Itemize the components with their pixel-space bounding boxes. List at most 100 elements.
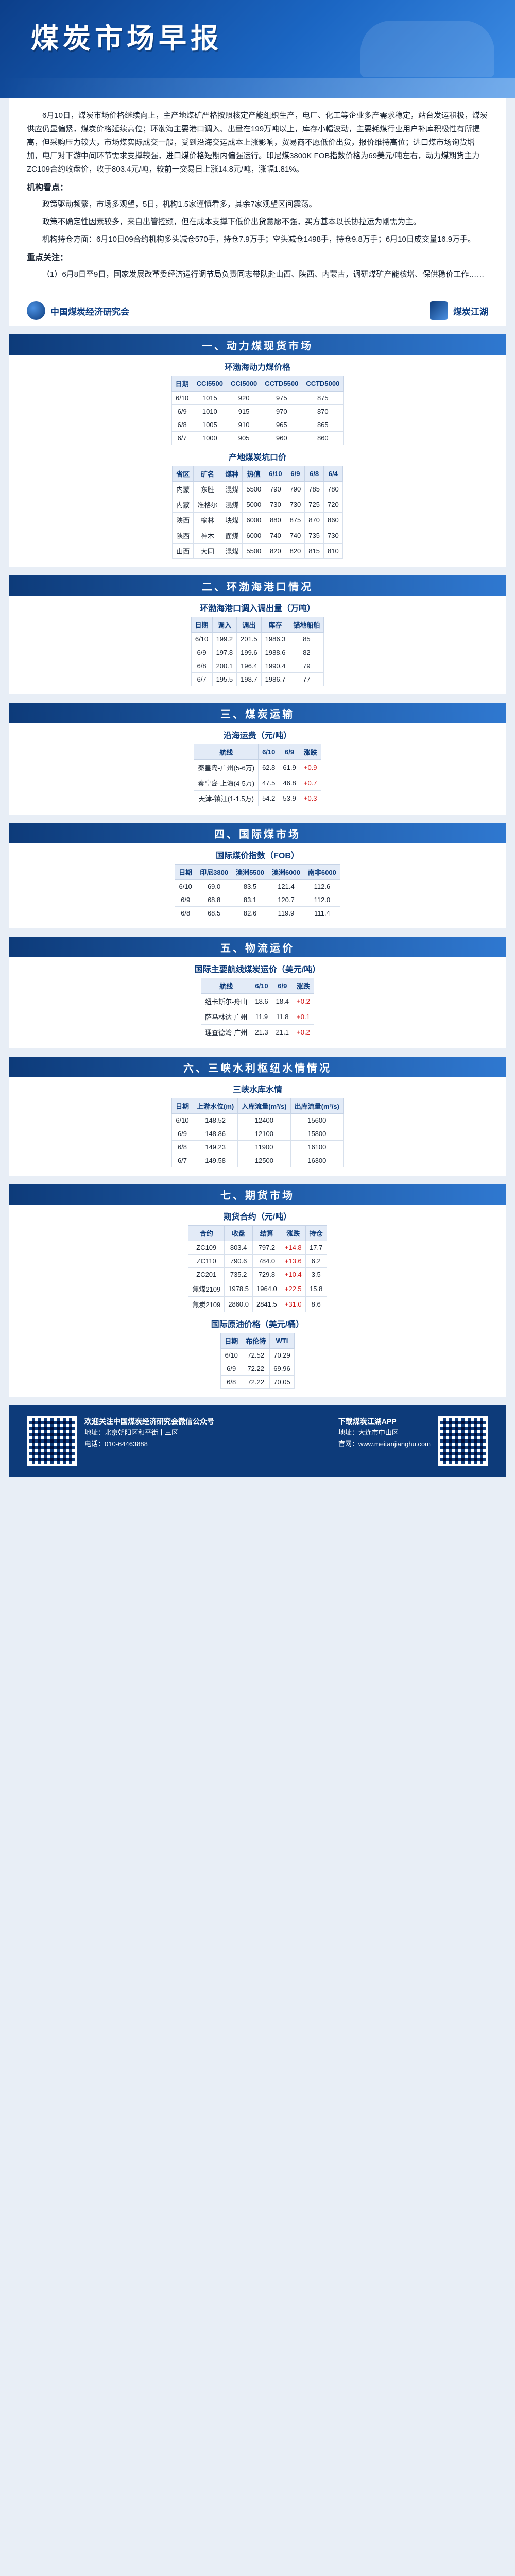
table-cell: 山西 — [172, 543, 194, 559]
table-cell: 200.1 — [212, 659, 237, 673]
table-cell: +13.6 — [280, 1254, 306, 1268]
intro-paragraph: （1）6月8日至9日，国家发展改革委经济运行调节局负责同志带队赴山西、陕西、内蒙… — [42, 270, 485, 279]
table-cell: 119.9 — [268, 906, 304, 920]
table-row: ZC109 803.4 797.2 +14.8 17.7 — [188, 1241, 327, 1255]
table-cell: 735 — [304, 528, 324, 544]
table-cell: 72.22 — [242, 1362, 270, 1376]
table-cell: 11900 — [237, 1140, 291, 1154]
table-cell: 准格尔 — [193, 497, 222, 513]
table-row: 秦皇岛-上海(4-5万) 47.5 46.8 +0.7 — [194, 775, 321, 791]
table-cell: 混煤 — [221, 481, 243, 497]
data-table: 日期 布伦特 WTI 6/10 72.52 70.29 6/9 72.22 69.96 6/8 72… — [220, 1333, 295, 1389]
table-header-row: 省区 矿名 煤种 热值 6/10 6/9 6/8 6/4 — [172, 466, 343, 482]
section-4: 四、国际煤市场 国际煤价指数（FOB） 日期 印尼3800 澳洲5500 澳洲6000… — [9, 823, 506, 928]
table-cell: 12400 — [237, 1113, 291, 1127]
table-cell: 735.2 — [224, 1267, 253, 1281]
section-header: 二、环渤海港口情况 — [9, 575, 506, 596]
table-cell: 920 — [226, 391, 262, 405]
data-table: 航线 6/10 6/9 涨跌 纽卡斯尔-舟山 18.6 18.4 +0.2 萨马林达-广州 11.… — [200, 978, 314, 1040]
table-cell: 975 — [261, 391, 303, 405]
table-cell: 6/10 — [171, 391, 193, 405]
section-2: 二、环渤海港口情况 环渤海港口调入调出量（万吨） 日期 调入 调出 库存 锚地船舶 6/1… — [9, 575, 506, 694]
table-cell: 121.4 — [268, 879, 304, 893]
table-cell: 秦皇岛-上海(4-5万) — [194, 775, 259, 791]
table-header-cell: 出库流量(m³/s) — [290, 1098, 344, 1114]
section-6: 六、三峡水利枢纽水情情况 三峡水库水情 日期 上游水位(m) 入库流量(m³/s) 出… — [9, 1057, 506, 1176]
table-cell: 6000 — [242, 528, 266, 544]
table-row: 6/9 1010 915 970 870 — [171, 404, 344, 418]
footer-line: 官网：www.meitanjianghu.com — [338, 1440, 431, 1448]
table-cell: 860 — [302, 431, 344, 445]
table-cell: 870 — [304, 512, 324, 528]
table-cell: 960 — [261, 431, 303, 445]
table-cell: 46.8 — [279, 775, 300, 791]
table-header-cell: 印尼3800 — [196, 864, 233, 880]
table-row: 6/9 148.86 12100 15800 — [171, 1127, 344, 1141]
footer-left: 欢迎关注中国煤炭经济研究会微信公众号 地址：北京朝阳区和平街十三区 电话：010… — [27, 1416, 214, 1466]
table-cell: 18.6 — [251, 993, 272, 1009]
table-header-row: 日期 上游水位(m) 入库流量(m³/s) 出库流量(m³/s) — [171, 1098, 344, 1114]
table-header-row: 航线 6/10 6/9 涨跌 — [200, 978, 314, 994]
table-cell: 68.8 — [196, 893, 233, 907]
table-header-cell: CCI5000 — [226, 376, 262, 392]
table-cell: 199.6 — [236, 646, 262, 659]
table-cell: 62.8 — [258, 759, 280, 775]
table-cell: 21.3 — [251, 1024, 272, 1040]
table-row: 6/10 72.52 70.29 — [220, 1348, 295, 1362]
banner: 煤炭市场早报 — [0, 0, 515, 98]
table-row: 6/9 68.8 83.1 120.7 112.0 — [175, 893, 340, 907]
table-cell: 720 — [323, 497, 343, 513]
table-row: 6/9 197.8 199.6 1988.6 82 — [191, 646, 324, 659]
table-cell: 730 — [285, 497, 305, 513]
table-cell: 810 — [323, 543, 343, 559]
table-cell: +10.4 — [280, 1267, 306, 1281]
section-3: 三、煤炭运输 沿海运费（元/吨） 航线 6/10 6/9 涨跌 秦皇岛-广州(5-6万)… — [9, 703, 506, 815]
table-cell: 780 — [323, 481, 343, 497]
section-header: 一、动力煤现货市场 — [9, 334, 506, 355]
table-cell: 120.7 — [268, 893, 304, 907]
table-header-cell: 澳洲6000 — [268, 864, 304, 880]
footer: 欢迎关注中国煤炭经济研究会微信公众号 地址：北京朝阳区和平街十三区 电话：010… — [9, 1405, 506, 1477]
table-row: 陕西 榆林 块煤 6000 880 875 870 860 — [172, 512, 343, 528]
table-header-cell: 6/4 — [323, 466, 343, 482]
table-cell: 820 — [265, 543, 286, 559]
table-row: 6/7 1000 905 960 860 — [171, 431, 344, 445]
data-table: 日期 印尼3800 澳洲5500 澳洲6000 南非6000 6/10 69.0 83.5 12… — [175, 864, 340, 920]
intro-paragraph: 政策不确定性因素较多，来自出管控频，但在成本支撑下低价出货意愿不强，买方基本以长… — [42, 217, 421, 226]
table-header-cell: 日期 — [171, 376, 193, 392]
table-cell: 149.58 — [192, 1154, 238, 1167]
table-header-row: 航线 6/10 6/9 涨跌 — [194, 744, 321, 760]
table-cell: 83.5 — [232, 879, 268, 893]
logo-left: 中国煤炭经济研究会 — [27, 301, 129, 320]
table-cell: 纽卡斯尔-舟山 — [200, 993, 252, 1009]
table-cell: ZC109 — [188, 1241, 225, 1255]
table-row: 秦皇岛-广州(5-6万) 62.8 61.9 +0.9 — [194, 759, 321, 775]
table-row: 焦煤2109 1978.5 1964.0 +22.5 15.8 — [188, 1281, 327, 1297]
table-cell: 70.29 — [269, 1348, 295, 1362]
table-cell: 83.1 — [232, 893, 268, 907]
table-row: 萨马林达-广州 11.9 11.8 +0.1 — [200, 1009, 314, 1025]
table-cell: 16100 — [290, 1140, 344, 1154]
table-cell: 秦皇岛-广州(5-6万) — [194, 759, 259, 775]
table-header-cell: 库存 — [261, 617, 290, 633]
table-cell: +0.2 — [292, 1024, 314, 1040]
table-cell: 2841.5 — [252, 1296, 281, 1312]
table-cell: 149.23 — [192, 1140, 238, 1154]
table-row: 6/7 149.58 12500 16300 — [171, 1154, 344, 1167]
table-cell: 6/10 — [171, 1113, 194, 1127]
association-logo-icon — [27, 301, 45, 320]
table-cell: 1986.7 — [261, 672, 290, 686]
table-cell: 6/9 — [220, 1362, 243, 1376]
table-header-row: 日期 调入 调出 库存 锚地船舶 — [191, 617, 324, 633]
table-header-cell: 6/10 — [258, 744, 280, 760]
table-cell: 1015 — [192, 391, 227, 405]
table-header-cell: 省区 — [172, 466, 194, 482]
table-cell: 870 — [302, 404, 344, 418]
table-cell: 16300 — [290, 1154, 344, 1167]
table-cell: 875 — [302, 391, 344, 405]
table-cell: 729.8 — [252, 1267, 281, 1281]
table-cell: 面煤 — [221, 528, 243, 544]
table-cell: 6/10 — [220, 1348, 243, 1362]
table-header-cell: 6/8 — [304, 466, 324, 482]
table-cell: 15.8 — [305, 1281, 327, 1297]
